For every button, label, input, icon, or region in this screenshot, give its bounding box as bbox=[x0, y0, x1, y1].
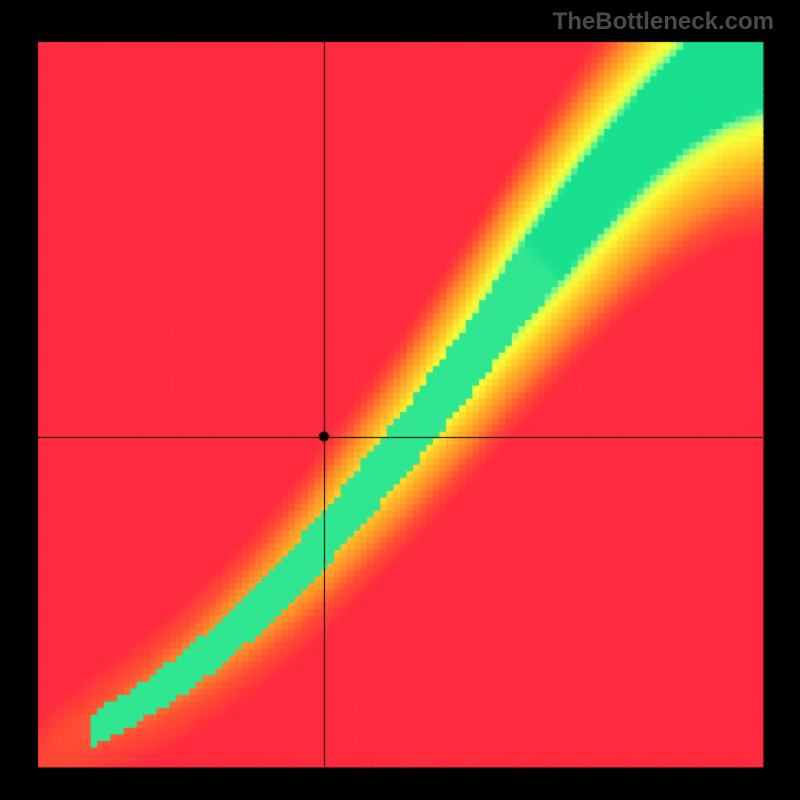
bottleneck-heatmap bbox=[0, 0, 800, 800]
chart-container: TheBottleneck.com bbox=[0, 0, 800, 800]
watermark-text: TheBottleneck.com bbox=[553, 8, 774, 36]
